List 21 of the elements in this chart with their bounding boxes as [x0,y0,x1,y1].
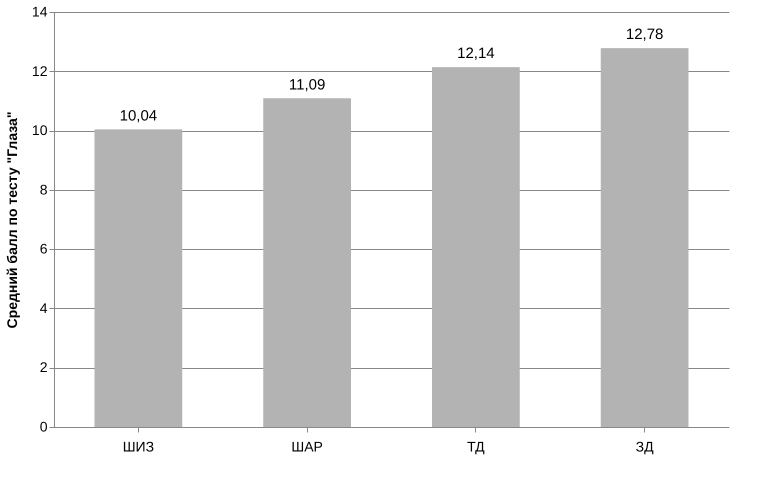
y-tick-label: 14 [32,4,48,20]
data-label: 10,04 [120,107,158,124]
y-tick-label: 6 [40,240,48,257]
bar [432,67,520,427]
x-tick-label: ТД [467,438,486,454]
x-tick-label: ЗД [636,438,654,454]
x-tick-label: ШИЗ [122,438,154,454]
bar [263,98,351,427]
y-tick-label: 4 [40,300,48,316]
data-label: 12,78 [626,26,664,44]
y-tick-label: 8 [40,181,48,198]
data-label: 12,14 [457,45,495,62]
y-tick-label: 2 [40,359,48,376]
y-tick-label: 10 [32,122,48,138]
y-tick-label: 12 [32,62,48,79]
y-axis-title: Средний балл по тесту "Глаза" [4,112,20,328]
data-label: 11,09 [288,76,326,94]
bar [600,48,688,427]
x-tick-label: ШАР [291,438,323,454]
bar [94,129,182,427]
y-tick-label: 0 [40,418,48,434]
